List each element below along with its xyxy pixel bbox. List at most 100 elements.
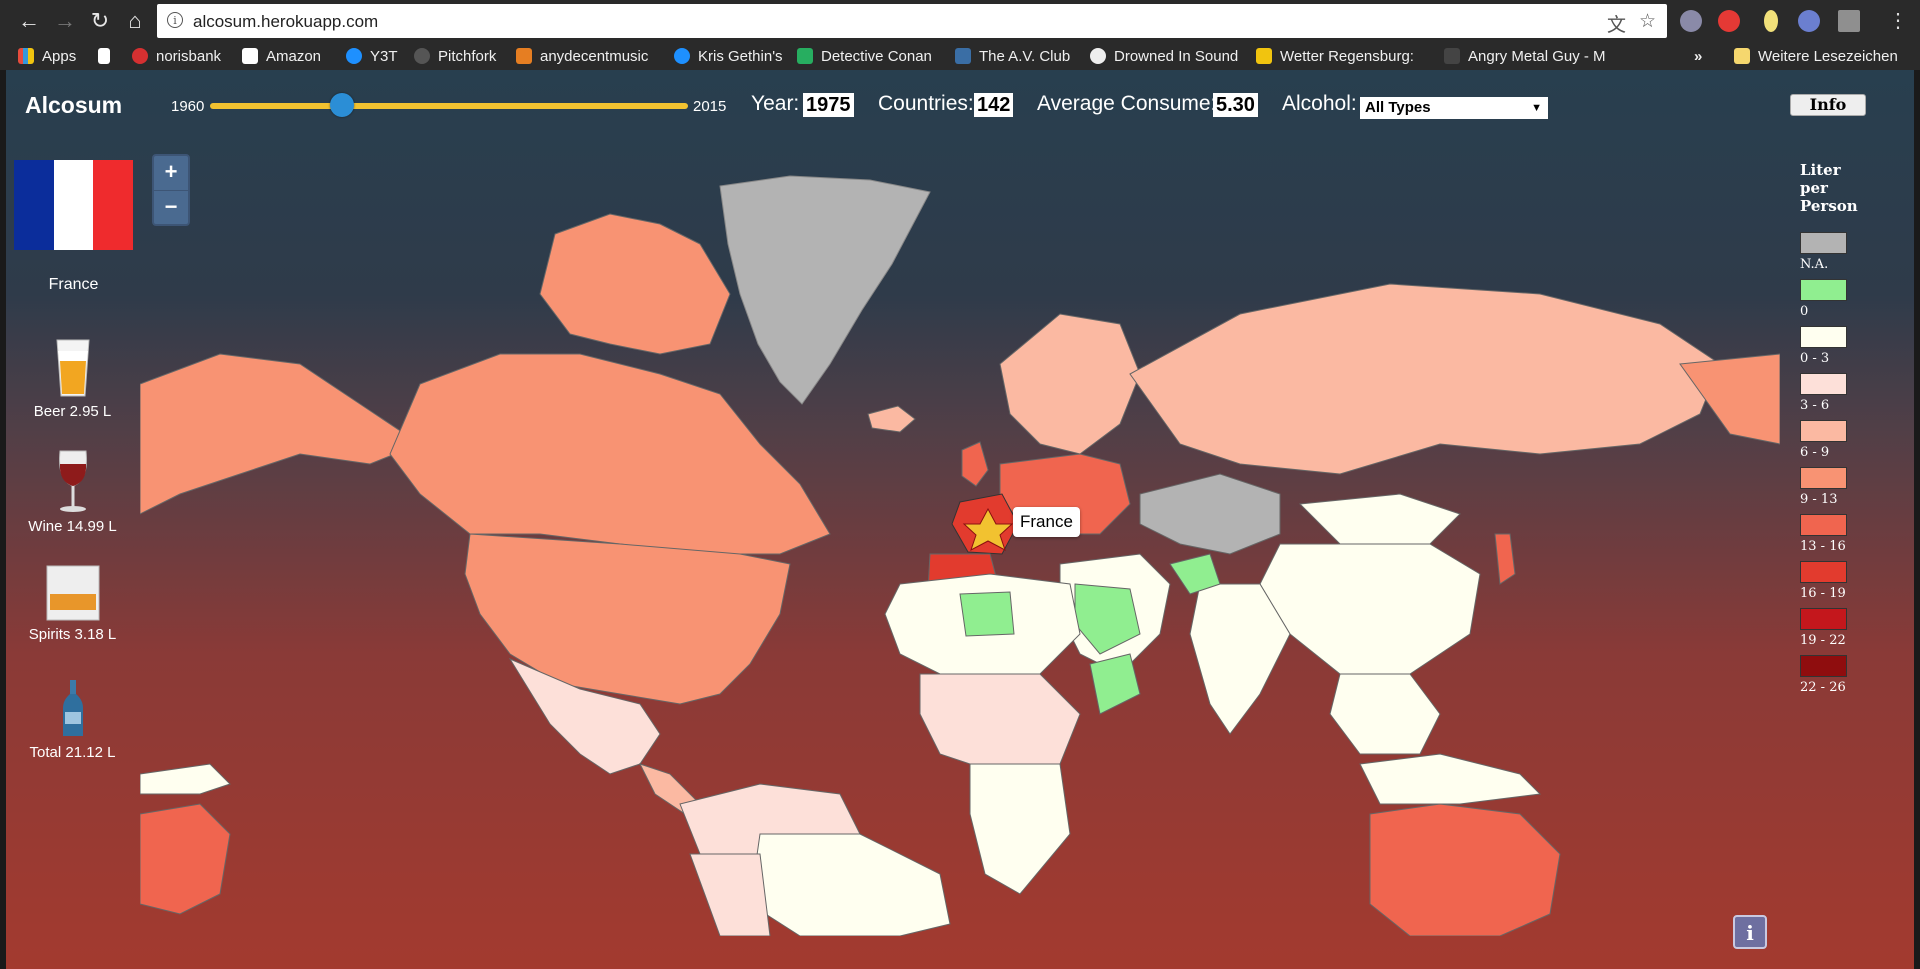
legend-label-0-3: 0 - 3 [1800,351,1830,366]
window-border-left [0,70,6,969]
bookmark-anydecentmusic[interactable]: anydecentmusic [516,46,648,66]
dropdown-arrow-icon: ▼ [1531,102,1542,114]
bookmark-detective-conan[interactable]: Detective Conan [797,46,932,66]
bookmark-drowned-in-sound[interactable]: Drowned In Sound [1090,46,1238,66]
address-bar[interactable]: i alcosum.herokuapp.com 文 ☆ [157,4,1667,38]
bookmark-amazon[interactable]: Amazon [242,46,321,66]
legend-swatch-19-22 [1800,608,1847,630]
map-papua-wrap [140,763,231,795]
map-france-highlight-star [962,507,1014,552]
map-mongolia [1298,493,1461,545]
flag-stripe-red [93,160,134,250]
beer-stat: Beer 2.95 L [10,337,135,420]
map-southeast-asia [1329,673,1441,755]
norisbank-icon [132,48,148,64]
forward-icon[interactable]: → [54,8,76,33]
block-extension-icon[interactable] [1798,10,1820,32]
amazon-icon [242,48,258,64]
app-container: Alcosum 1960 2015 Year: 1975 Countries: … [0,70,1920,969]
reload-icon[interactable]: ↻ [90,8,110,33]
angry-metal-guy-icon [1444,48,1460,64]
info-button[interactable]: Info [1790,94,1866,116]
legend-title: Liter per Person [1800,161,1858,215]
slider-min-label: 1960 [171,98,205,115]
reader-extension-icon[interactable] [1838,10,1860,32]
map-central-africa [919,673,1081,775]
av-club-icon [955,48,971,64]
bookmark-norisbank[interactable]: norisbank [132,46,221,66]
wine-stat: Wine 14.99 L [10,448,135,535]
legend-swatch-0 [1800,279,1847,301]
map-australia [1369,803,1561,936]
selected-country-name: France [48,276,99,293]
map-indonesia [1359,753,1542,805]
year-slider-thumb[interactable] [330,93,354,117]
url-text: alcosum.herokuapp.com [193,12,379,31]
legend-swatch-0-3 [1800,326,1847,348]
legend-swatch-16-19 [1800,561,1847,583]
app-title: Alcosum [25,92,123,118]
legend-swatch-6-9 [1800,420,1847,442]
legend-label-na: N.A. [1800,257,1829,272]
browser-chrome: ← → ↻ ⌂ i alcosum.herokuapp.com 文 ☆ ⋮ Ap… [0,0,1920,70]
anydecentmusic-icon [516,48,532,64]
spirits-glass-icon [46,565,99,621]
bookmark-page[interactable] [98,46,118,66]
back-icon[interactable]: ← [18,8,40,33]
more-bookmarks-button[interactable]: » [1694,47,1703,65]
home-icon[interactable]: ⌂ [128,8,142,33]
bulb-extension-icon[interactable] [1764,10,1778,32]
pitchfork-icon [414,48,430,64]
slider-max-label: 2015 [693,98,727,115]
other-bookmarks-folder[interactable]: Weitere Lesezeichen [1734,46,1898,66]
bookmark-angry-metal-guy[interactable]: Angry Metal Guy - M [1444,46,1606,66]
world-map[interactable] [140,114,1780,936]
wine-glass-icon [58,450,87,512]
browser-menu-icon[interactable]: ⋮ [1888,10,1908,32]
countries-label: Countries: [878,92,974,115]
legend-label-6-9: 6 - 9 [1800,445,1830,460]
map-horn-of-africa [1089,653,1141,715]
bookmark-apps[interactable]: Apps [18,46,76,66]
extension-icon[interactable] [1680,10,1702,32]
bookmark-y3t[interactable]: Y3T [346,46,398,66]
total-stat: Total 21.12 L [10,678,135,761]
drowned-in-sound-icon [1090,48,1106,64]
alcohol-label: Alcohol: [1282,92,1357,115]
map-iceland [867,405,916,433]
translate-icon[interactable]: 文 [1607,15,1627,36]
bookmark-av-club[interactable]: The A.V. Club [955,46,1070,66]
bookmark-star-icon[interactable]: ☆ [1639,11,1657,32]
bookmark-wetter-regensburg[interactable]: Wetter Regensburg: [1256,46,1414,66]
bookmark-kris-gethins[interactable]: Kris Gethin's [674,46,783,66]
spirits-stat: Spirits 3.18 L [10,564,135,643]
zoom-out-button[interactable]: − [164,194,178,219]
legend-swatch-3-6 [1800,373,1847,395]
map-canada-islands [539,213,731,355]
kris-gethins-icon [674,48,690,64]
year-slider-track[interactable] [210,103,688,109]
page-icon [98,48,110,64]
legend-swatch-na [1800,232,1847,254]
flag-stripe-blue [14,160,54,250]
map-kamchatka [1679,353,1780,445]
adblock-extension-icon[interactable] [1718,10,1740,32]
legend-swatch-9-13 [1800,467,1847,489]
map-libya [959,591,1015,637]
map-brazil [749,833,951,936]
zoom-in-button[interactable]: + [154,156,188,191]
map-afghanistan [1169,553,1221,595]
map-zoom-controls: + − [152,154,190,226]
bookmark-pitchfork[interactable]: Pitchfork [414,46,496,66]
site-info-icon[interactable]: i [167,12,183,28]
beer-glass-icon [55,339,90,397]
apps-grid-icon [18,48,34,64]
map-uk [961,441,989,487]
map-russia [1129,283,1721,475]
map-greenland [719,175,931,405]
about-info-button[interactable]: i [1733,915,1767,949]
map-canada [389,353,831,555]
map-india [1189,583,1291,735]
map-tooltip: France [1013,507,1080,537]
alcohol-type-select[interactable]: All Types ▼ [1360,97,1548,119]
